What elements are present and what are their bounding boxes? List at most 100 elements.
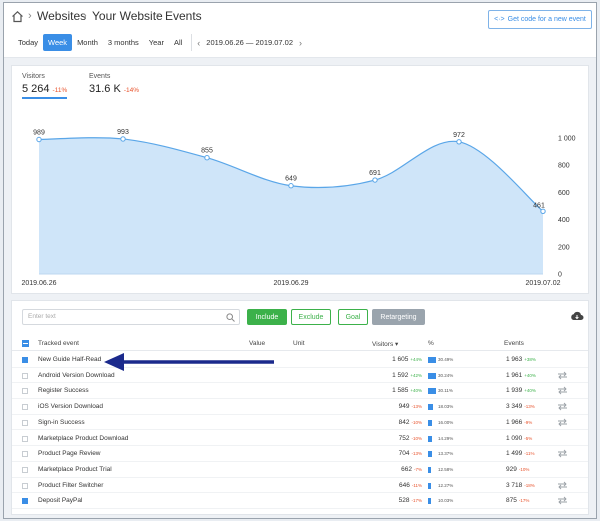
table-row[interactable]: Product Filter Switcher 646 -11% 12.27% 3 71…	[12, 478, 588, 494]
visitors-value: 842	[398, 418, 410, 426]
metric-delta: -14%	[123, 87, 139, 94]
column-header-visitors[interactable]: Visitors ▾	[372, 341, 399, 348]
chevron-left-icon[interactable]: ‹	[197, 37, 201, 48]
compare-icon[interactable]	[557, 496, 568, 505]
date-range-label[interactable]: 2019.06.26 — 2019.07.02	[206, 38, 294, 47]
events-cell: 1 090 -5%	[506, 435, 532, 442]
search-placeholder: Enter text	[28, 313, 56, 320]
period-week[interactable]: Week	[43, 34, 73, 51]
row-checkbox[interactable]	[22, 404, 28, 411]
event-name[interactable]: Marketplace Product Download	[38, 434, 129, 442]
breadcrumb-websites[interactable]: Websites	[37, 9, 87, 23]
chart-point[interactable]	[372, 177, 378, 183]
row-checkbox[interactable]	[22, 388, 28, 395]
chevron-right-icon[interactable]: ›	[299, 37, 303, 48]
chart-data-label: 855	[201, 148, 213, 155]
home-icon[interactable]	[11, 10, 24, 23]
select-all-checkbox[interactable]	[22, 340, 29, 347]
table-row[interactable]: Marketplace Product Trial 662 -7% 12.58% 929…	[12, 462, 588, 478]
event-name[interactable]: Product Filter Switcher	[38, 481, 104, 489]
row-checkbox[interactable]	[22, 466, 28, 473]
period-today[interactable]: Today	[18, 38, 39, 47]
row-checkbox[interactable]	[22, 482, 28, 489]
percent-value: 30.11%	[438, 388, 453, 394]
row-checkbox[interactable]	[22, 451, 28, 458]
visitors-cell: 646 -11%	[399, 482, 422, 489]
period-3-months[interactable]: 3 months	[107, 38, 139, 47]
include-button[interactable]: Include	[247, 309, 287, 325]
events-cell: 929 -10%	[506, 466, 529, 473]
event-name[interactable]: Register Success	[38, 387, 89, 395]
table-row[interactable]: Marketplace Product Download 752 -10% 14.29…	[12, 431, 588, 447]
column-header-unit[interactable]: Unit	[293, 340, 305, 347]
breadcrumb-your-website[interactable]: Your Website	[92, 9, 163, 23]
event-name[interactable]: New Guide Half-Read	[38, 356, 102, 363]
row-checkbox[interactable]	[22, 419, 28, 426]
exclude-button[interactable]: Exclude	[291, 309, 331, 325]
row-checkbox[interactable]	[22, 435, 28, 442]
retargeting-button[interactable]: Retargeting	[372, 309, 425, 325]
x-tick-label: 2019.06.29	[273, 280, 308, 287]
get-code-button[interactable]: <·> Get code for a new event	[488, 10, 592, 29]
search-input[interactable]: Enter text	[22, 309, 240, 325]
compare-icon[interactable]	[557, 418, 568, 427]
metric-events[interactable]: Events 31.6 K -14%	[89, 73, 139, 95]
cloud-download-icon[interactable]	[570, 310, 584, 322]
events-cell: 3 349 -13%	[506, 403, 535, 410]
column-header-percent[interactable]: %	[428, 340, 434, 347]
y-tick-label: 1 000	[558, 136, 576, 143]
chart-point[interactable]	[540, 208, 546, 215]
table-row[interactable]: iOS Version Download 949 -13% 18.03% 3 349 -1…	[12, 399, 588, 415]
percent-value: 14.29%	[438, 435, 454, 441]
events-cell: 3 718 -18%	[506, 482, 535, 489]
table-row[interactable]: New Guide Half-Read 1 605 +44% 30.49% 1 963 +…	[12, 352, 588, 368]
column-header-events[interactable]: Events	[504, 340, 524, 347]
compare-icon[interactable]	[557, 402, 568, 411]
event-name[interactable]: Product Page Review	[38, 450, 101, 458]
chart-point[interactable]	[36, 136, 42, 143]
row-checkbox[interactable]	[22, 372, 28, 379]
visitors-value: 528	[398, 497, 410, 505]
events-delta: -5%	[524, 435, 533, 441]
visitors-delta: -10%	[411, 419, 422, 425]
chart-point[interactable]	[288, 183, 294, 189]
events-delta: -9%	[524, 419, 533, 425]
row-checkbox[interactable]	[22, 357, 28, 363]
period-month[interactable]: Month	[77, 38, 98, 47]
compare-icon[interactable]	[557, 449, 568, 458]
chart-point[interactable]	[120, 136, 126, 142]
event-name[interactable]: Deposit PayPal	[38, 497, 83, 505]
events-cell: 875 -17%	[506, 497, 529, 504]
column-header-event[interactable]: Tracked event	[38, 340, 79, 347]
percent-bar	[428, 388, 436, 395]
period-year[interactable]: Year	[148, 38, 164, 47]
goal-button[interactable]: Goal	[338, 309, 368, 325]
table-row[interactable]: Deposit PayPal 528 -17% 10.03% 875 -17%	[12, 493, 588, 509]
compare-icon[interactable]	[557, 481, 568, 490]
chart-data-label: 461	[533, 202, 545, 209]
column-header-value[interactable]: Value	[249, 340, 266, 347]
event-name[interactable]: Android Version Download	[38, 371, 115, 379]
table-row[interactable]: Register Success 1 585 +40% 30.11% 1 939 +40%	[12, 383, 588, 400]
table-row[interactable]: Android Version Download 1 592 +42% 30.24% 1…	[12, 368, 588, 384]
visitors-delta: +42%	[410, 372, 422, 378]
compare-icon[interactable]	[557, 386, 568, 395]
compare-icon[interactable]	[557, 371, 568, 380]
table-row[interactable]: Sign-in Success 842 -10% 16.00% 1 966 -9%	[12, 415, 588, 431]
visitors-cell: 704 -13%	[399, 450, 422, 457]
visitors-delta: +40%	[410, 388, 422, 394]
event-name[interactable]: Sign-in Success	[38, 418, 85, 426]
row-checkbox[interactable]	[22, 498, 28, 505]
percent-value: 10.03%	[438, 498, 454, 504]
visitors-delta: +44%	[410, 357, 422, 362]
metric-value: 5 264 -11%	[22, 83, 68, 95]
visitors-delta: -7%	[413, 466, 422, 472]
period-all[interactable]: All	[173, 38, 183, 47]
chart-point[interactable]	[456, 139, 462, 145]
event-name[interactable]: iOS Version Download	[38, 403, 104, 411]
chart-point[interactable]	[204, 155, 210, 161]
event-name[interactable]: Marketplace Product Trial	[38, 465, 112, 473]
period-selector: Today Week Month 3 months Year All ‹ 201…	[13, 34, 302, 51]
metric-visitors[interactable]: Visitors 5 264 -11%	[22, 73, 68, 99]
table-row[interactable]: Product Page Review 704 -13% 13.37% 1 499 -11…	[12, 446, 588, 462]
